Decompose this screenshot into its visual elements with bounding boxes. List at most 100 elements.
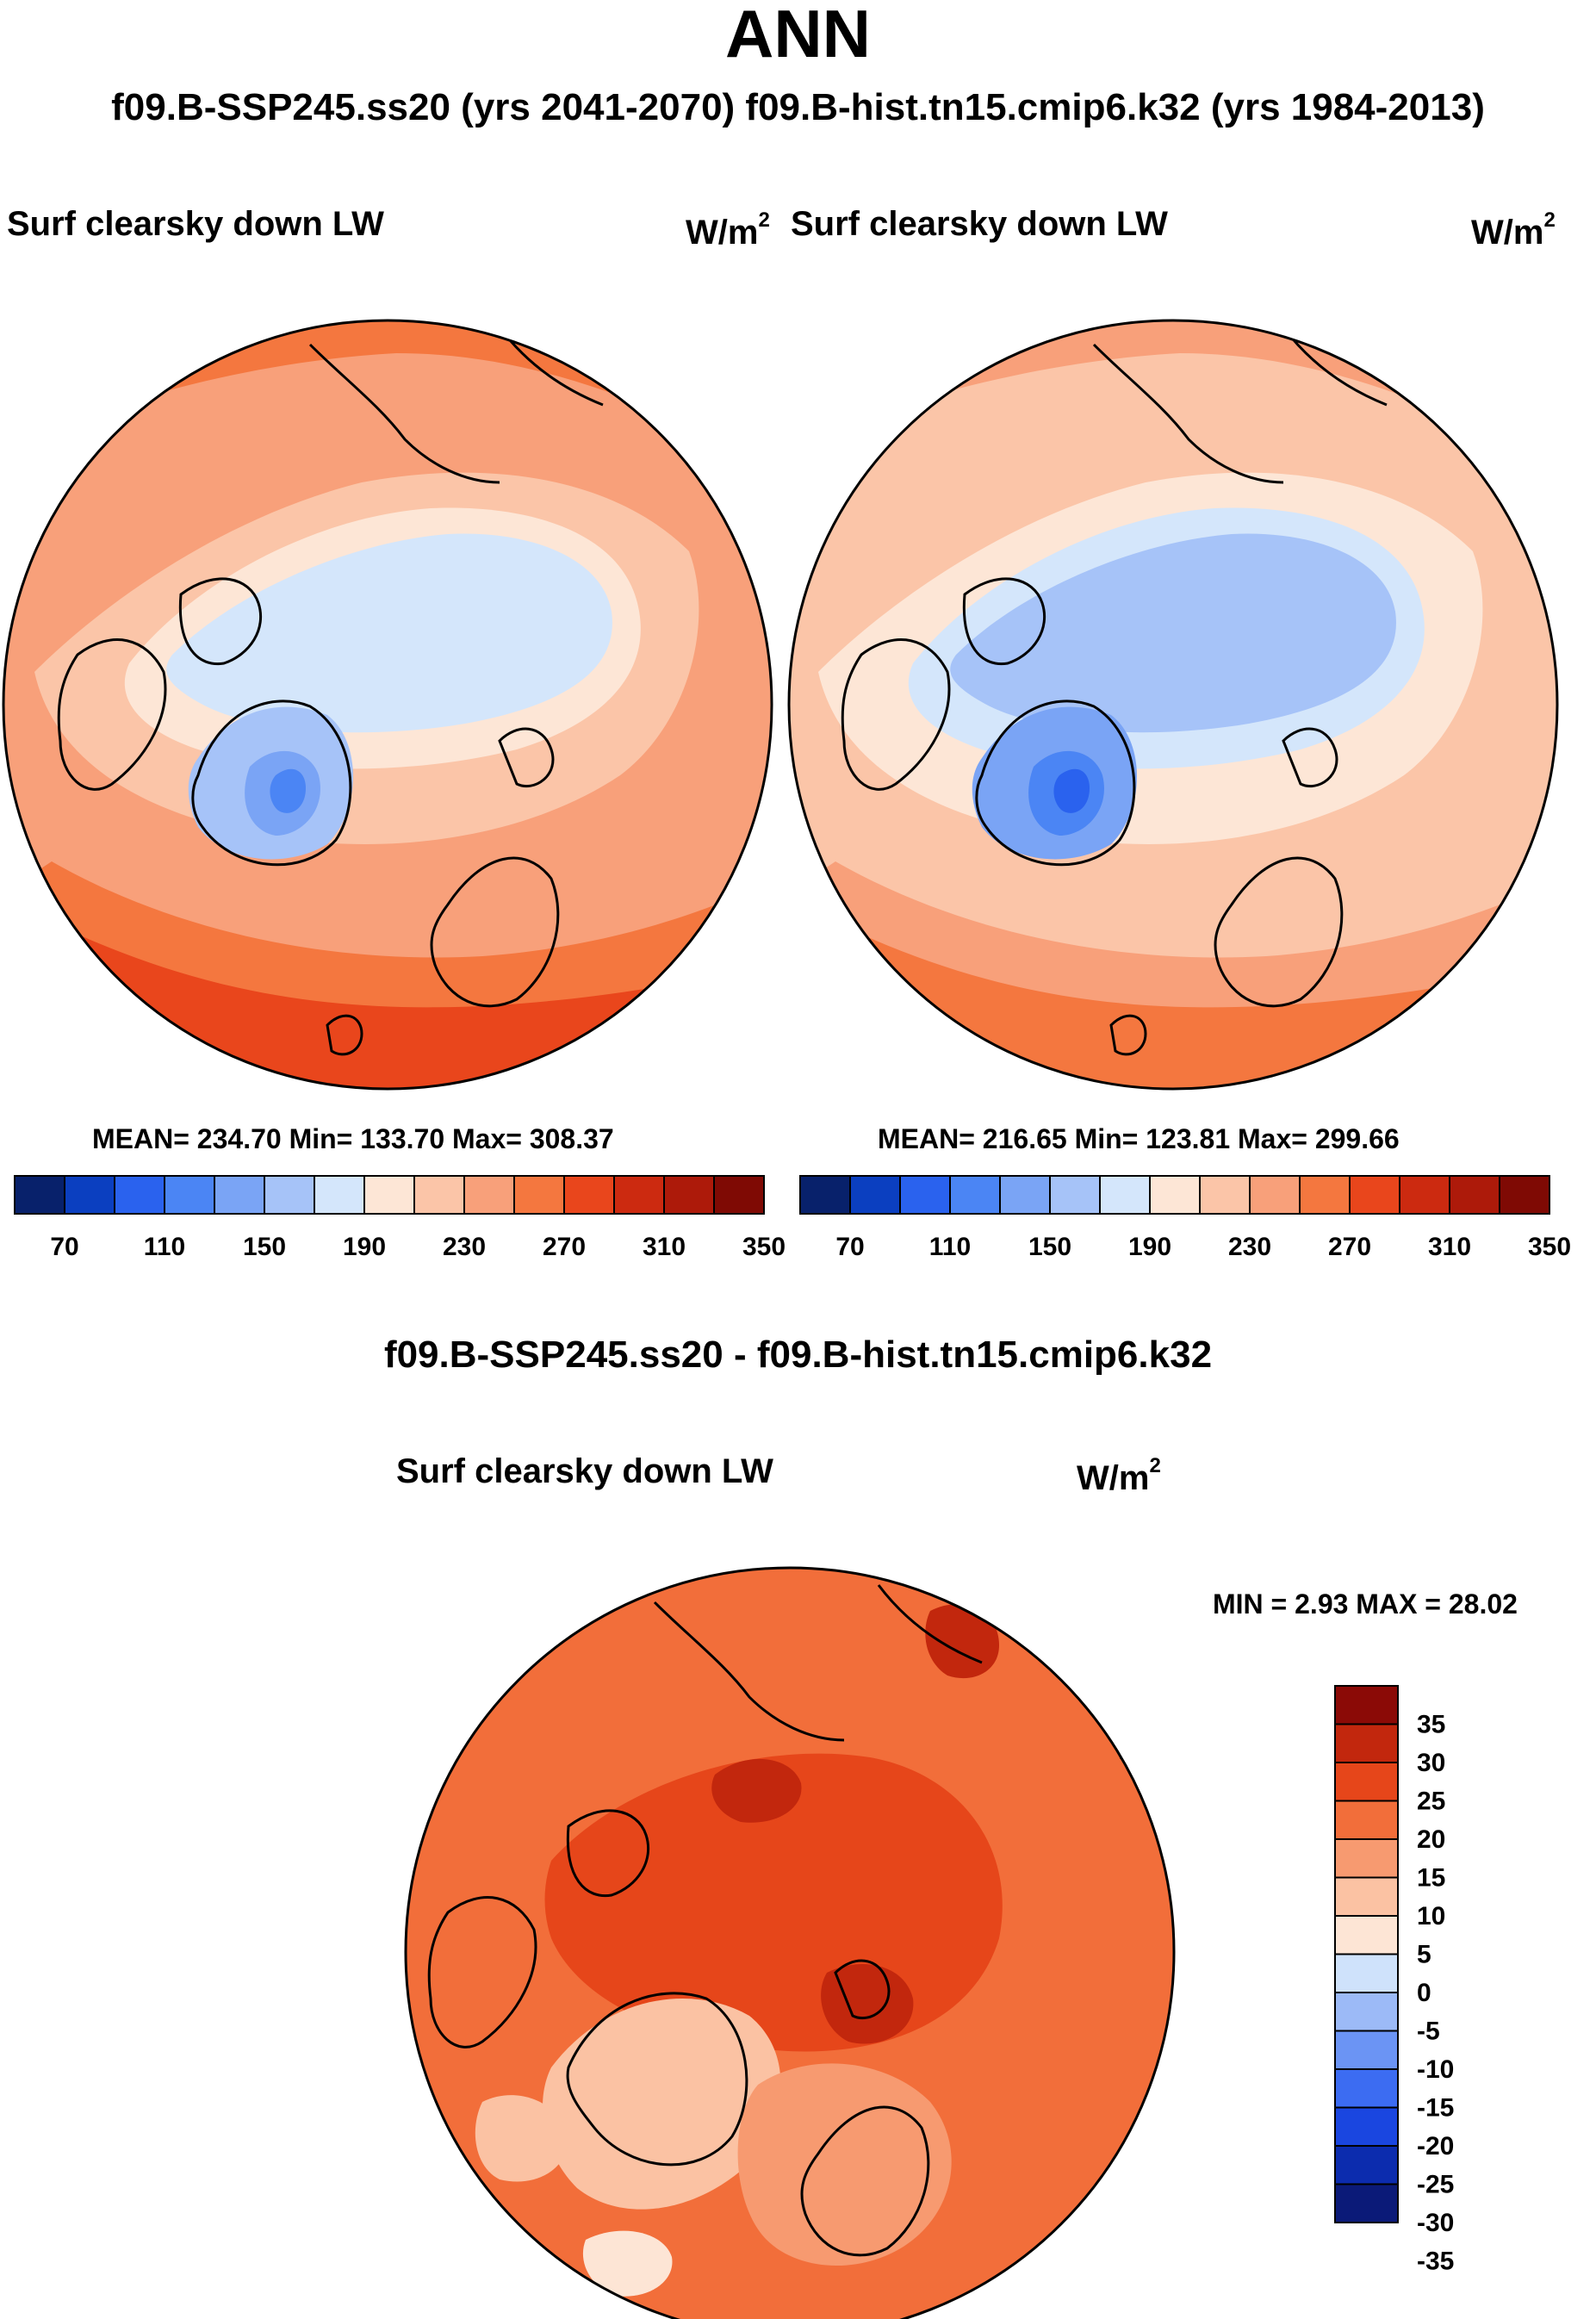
colorbar-swatch <box>214 1175 265 1215</box>
colorbar-tick-label: 35 <box>1417 1711 1445 1739</box>
colorbar-swatch <box>1399 1175 1450 1215</box>
colorbar-tick-label: -20 <box>1417 2132 1454 2160</box>
panel3-units: W/m2 <box>1077 1454 1161 1497</box>
colorbar-swatch <box>314 1175 365 1215</box>
colorbar-swatch <box>563 1175 615 1215</box>
colorbar-tick-label: -35 <box>1417 2248 1454 2276</box>
panel2-coastlines <box>841 326 1388 1056</box>
panel2-variable-title: Surf clearsky down LW <box>791 205 1168 243</box>
panel1-fill-210 <box>166 533 612 733</box>
panel1-map <box>2 319 773 1091</box>
colorbar-tick-label: 0 <box>1417 1979 1431 2007</box>
panel1-greenland-150 <box>270 768 306 813</box>
colorbar-swatch <box>1334 2030 1399 2070</box>
colorbar-tick-label: 190 <box>1128 1233 1171 1261</box>
panel1-border <box>2 319 773 1091</box>
colorbar-swatch <box>1449 1175 1500 1215</box>
colorbar-swatch <box>264 1175 315 1215</box>
panel2-map <box>787 319 1559 1091</box>
main-title: ANN <box>725 0 871 71</box>
panel2-border <box>787 319 1559 1091</box>
panel2-stats: MEAN= 216.65 Min= 123.81 Max= 299.66 <box>878 1123 1400 1154</box>
subtitle: f09.B-SSP245.ss20 (yrs 2041-2070) f09.B-… <box>111 86 1485 128</box>
panel3-colorbar: 35 30 25 20 15 10 5 0 -5 -10 -15 -20 -25 -30 -35 <box>1334 1685 1454 2276</box>
panel1-coastlines <box>57 326 604 1056</box>
colorbar-tick-label: 230 <box>1228 1233 1271 1261</box>
colorbar-swatch <box>363 1175 415 1215</box>
colorbar-swatch <box>513 1175 565 1215</box>
panel1-variable-title: Surf clearsky down LW <box>7 205 384 243</box>
colorbar-swatch <box>713 1175 765 1215</box>
panel3-fill-25-30-a <box>711 1758 802 1823</box>
colorbar-swatch <box>1149 1175 1201 1215</box>
colorbar-tick-label: -15 <box>1417 2094 1454 2123</box>
panel2-colorbar: 70 110 150 190 230 270 310 350 <box>799 1175 1571 1261</box>
colorbar-swatch <box>1334 2183 1399 2223</box>
colorbar-swatch <box>1334 1915 1399 1955</box>
colorbar-tick-label: 350 <box>1528 1233 1571 1261</box>
colorbar-tick-label: 270 <box>1328 1233 1371 1261</box>
colorbar-swatch <box>899 1175 951 1215</box>
panel3-fill-25-30-b <box>821 1964 914 2044</box>
panel3-fill-0-5 <box>582 2230 673 2297</box>
colorbar-swatch <box>949 1175 1001 1215</box>
colorbar-tick-label: 310 <box>1428 1233 1471 1261</box>
colorbar-tick-label: -10 <box>1417 2055 1454 2084</box>
colorbar-tick-label: 230 <box>443 1233 486 1261</box>
panel3-coastlines <box>427 1584 1147 2257</box>
colorbar-swatch <box>799 1175 851 1215</box>
colorbar-swatch <box>1334 1992 1399 2032</box>
colorbar-swatch <box>1199 1175 1251 1215</box>
panel3-variable-title: Surf clearsky down LW <box>396 1452 773 1490</box>
colorbar-tick-label: -30 <box>1417 2209 1454 2237</box>
colorbar-swatch <box>1334 1953 1399 1993</box>
colorbar-swatch <box>1334 1723 1399 1763</box>
colorbar-tick-label: 270 <box>543 1233 586 1261</box>
colorbar-swatch <box>413 1175 465 1215</box>
panel3-fill-10-15 <box>737 2063 952 2266</box>
panel1-colorbar: 70 110 150 190 230 270 310 350 <box>14 1175 786 1261</box>
colorbar-swatch <box>1334 2145 1399 2185</box>
colorbar-swatch <box>114 1175 165 1215</box>
panel2-fill-190 <box>950 533 1396 733</box>
panel3-fill-5-10 <box>543 1999 781 2210</box>
colorbar-swatch <box>14 1175 65 1215</box>
colorbar-swatch <box>663 1175 715 1215</box>
colorbar-tick-label: 190 <box>343 1233 386 1261</box>
colorbar-swatch <box>1249 1175 1301 1215</box>
colorbar-tick-label: 15 <box>1417 1864 1445 1893</box>
colorbar-tick-label: 20 <box>1417 1825 1445 1854</box>
colorbar-swatch <box>1334 1762 1399 1802</box>
colorbar-swatch <box>1049 1175 1101 1215</box>
colorbar-swatch <box>1099 1175 1151 1215</box>
colorbar-tick-label: 310 <box>643 1233 686 1261</box>
colorbar-swatch <box>1299 1175 1351 1215</box>
colorbar-tick-label: 70 <box>835 1233 864 1261</box>
colorbar-swatch <box>64 1175 115 1215</box>
colorbar-tick-label: 30 <box>1417 1749 1445 1777</box>
colorbar-swatch <box>1334 2068 1399 2109</box>
colorbar-swatch <box>463 1175 515 1215</box>
panel3-border <box>404 1566 1176 2319</box>
colorbar-tick-label: 150 <box>1028 1233 1071 1261</box>
panel3-fill-5-10-b <box>475 2095 568 2182</box>
colorbar-tick-label: 110 <box>929 1233 971 1261</box>
colorbar-tick-label: 10 <box>1417 1902 1445 1930</box>
colorbar-tick-label: 70 <box>50 1233 78 1261</box>
colorbar-swatch <box>1334 1876 1399 1917</box>
colorbar-swatch <box>1499 1175 1550 1215</box>
colorbar-swatch <box>613 1175 665 1215</box>
panel2-greenland-130 <box>1053 768 1090 813</box>
panel2-units: W/m2 <box>1471 208 1556 252</box>
colorbar-swatch <box>1334 1800 1399 1840</box>
colorbar-tick-label: 350 <box>742 1233 786 1261</box>
colorbar-tick-label: -5 <box>1417 2017 1440 2046</box>
panel1-stats: MEAN= 234.70 Min= 133.70 Max= 308.37 <box>92 1123 614 1154</box>
colorbar-swatch <box>1349 1175 1400 1215</box>
colorbar-swatch <box>164 1175 215 1215</box>
diff-title: f09.B-SSP245.ss20 - f09.B-hist.tn15.cmip… <box>383 1334 1213 1376</box>
panel3-stats: MIN = 2.93 MAX = 28.02 <box>1213 1588 1518 1620</box>
colorbar-swatch <box>1334 1838 1399 1879</box>
colorbar-tick-label: -25 <box>1417 2171 1454 2199</box>
